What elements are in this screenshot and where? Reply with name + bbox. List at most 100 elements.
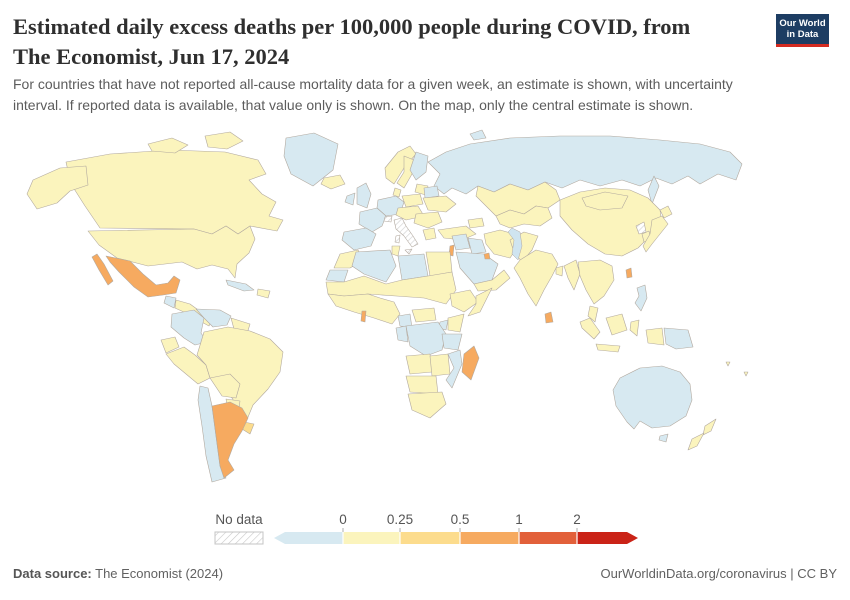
region-yemen_oman[interactable]: Yemen & Oman bbox=[473, 269, 511, 292]
region-ireland[interactable]: Ireland bbox=[344, 192, 356, 206]
region-mozambique[interactable]: Mozambique bbox=[445, 349, 463, 389]
region-switzerland[interactable]: Switzerland bbox=[383, 215, 393, 223]
region-libya[interactable]: Libya bbox=[397, 253, 429, 281]
region-western_sahara[interactable]: Western Sahara bbox=[325, 269, 349, 283]
region-canada[interactable]: Canada bbox=[65, 149, 284, 235]
region-ecuador[interactable]: Ecuador bbox=[160, 336, 180, 354]
region-namibia_botswana[interactable]: Namibia & Botswana bbox=[405, 375, 439, 395]
region-ukraine[interactable]: Ukraine bbox=[422, 195, 457, 213]
region-saudi_arabia[interactable]: Saudi Arabia bbox=[455, 251, 499, 285]
region-pacific[interactable]: Pacific islands bbox=[725, 361, 731, 367]
region-angola[interactable]: Angola bbox=[405, 353, 433, 375]
region-iraq[interactable]: Iraq bbox=[467, 237, 487, 255]
region-russia[interactable]: Russia bbox=[647, 175, 660, 205]
region-japan[interactable]: Japan bbox=[642, 215, 669, 253]
legend-no-data-swatch[interactable] bbox=[214, 531, 264, 545]
footer-link[interactable]: OurWorldinData.org/coronavirus | CC BY bbox=[600, 566, 837, 581]
legend-bin-l1[interactable]: 1–2 bbox=[519, 532, 577, 544]
region-togo[interactable]: Togo bbox=[360, 310, 367, 323]
region-taiwan[interactable]: Taiwan bbox=[625, 267, 633, 279]
region-indonesia[interactable]: Indonesia bbox=[595, 343, 621, 353]
region-tunisia[interactable]: Tunisia bbox=[391, 245, 401, 257]
region-west_africa[interactable]: West Africa bbox=[327, 293, 401, 325]
region-usa[interactable]: United States bbox=[87, 225, 256, 279]
region-greenland[interactable]: Greenland bbox=[283, 132, 339, 187]
region-argentina[interactable]: Argentina bbox=[211, 401, 249, 479]
region-caucasus[interactable]: Caucasus bbox=[467, 217, 485, 229]
region-denmark[interactable]: Denmark bbox=[392, 187, 402, 198]
region-greece[interactable]: Greece bbox=[422, 227, 437, 241]
region-algeria[interactable]: Algeria bbox=[351, 249, 397, 283]
region-kenya[interactable]: Kenya bbox=[447, 313, 465, 333]
region-philippines[interactable]: Philippines bbox=[634, 284, 648, 312]
region-poland[interactable]: Poland bbox=[401, 193, 424, 208]
region-canada[interactable]: Canada bbox=[147, 137, 189, 154]
region-bangladesh[interactable]: Bangladesh bbox=[555, 265, 564, 277]
legend-bin-l05[interactable]: 0.5–1 bbox=[460, 532, 519, 544]
region-mexico[interactable]: Mexico bbox=[91, 253, 114, 286]
region-venezuela[interactable]: Venezuela bbox=[195, 308, 232, 328]
region-guatemala[interactable]: Guatemala bbox=[163, 295, 177, 309]
region-madagascar[interactable]: Madagascar bbox=[461, 345, 480, 381]
region-kuwait[interactable]: Kuwait bbox=[483, 252, 491, 260]
region-new_zealand[interactable]: New Zealand bbox=[702, 418, 717, 436]
world-map-svg[interactable]: RussiaRussiaRussiaGreenlandCanadaCanadaC… bbox=[0, 128, 850, 506]
legend-bin-neg[interactable]: below 0 bbox=[274, 532, 343, 544]
region-mongolia[interactable]: Mongolia bbox=[581, 191, 629, 211]
region-canada[interactable]: Canada bbox=[204, 131, 244, 150]
region-se_asia[interactable]: Thailand, Laos, Vietnam & Cambodia bbox=[577, 259, 615, 305]
region-car[interactable]: Central African Republic bbox=[411, 307, 437, 323]
region-png[interactable]: Papua New Guinea bbox=[663, 327, 694, 350]
map-legend-svg[interactable]: No data below 00–0.250.25–0.50.5–11–22+ 0 0… bbox=[200, 508, 660, 556]
region-central_asia[interactable]: Central Asia bbox=[495, 205, 553, 229]
region-ethiopia[interactable]: Ethiopia bbox=[449, 289, 479, 313]
region-usa[interactable]: United States bbox=[26, 165, 89, 210]
region-indonesia[interactable]: Indonesia bbox=[645, 327, 665, 346]
region-indonesia[interactable]: Indonesia bbox=[579, 317, 601, 340]
region-chile[interactable]: Chile bbox=[197, 385, 227, 483]
region-iceland[interactable]: Iceland bbox=[320, 174, 346, 190]
region-new_zealand[interactable]: New Zealand bbox=[687, 432, 705, 451]
region-bolivia[interactable]: Bolivia bbox=[209, 373, 241, 399]
region-uk[interactable]: United Kingdom bbox=[356, 182, 372, 209]
region-sri_lanka[interactable]: Sri Lanka bbox=[544, 311, 554, 324]
region-malaysia[interactable]: Malaysia bbox=[587, 305, 599, 323]
region-france[interactable]: France bbox=[358, 207, 387, 233]
legend-bin-l0[interactable]: 0–0.25 bbox=[343, 532, 400, 544]
region-tanzania[interactable]: Tanzania bbox=[441, 333, 463, 351]
region-italy[interactable]: Italy bbox=[393, 217, 419, 248]
region-belarus[interactable]: Belarus bbox=[423, 185, 440, 199]
region-australia[interactable]: Australia bbox=[658, 433, 669, 443]
region-italy[interactable]: Italy bbox=[394, 234, 401, 244]
map-legend[interactable]: No data below 00–0.250.25–0.50.5–11–22+ 0 0… bbox=[200, 508, 660, 556]
legend-bin-l2[interactable]: 2+ bbox=[577, 532, 638, 544]
region-mexico[interactable]: Mexico bbox=[105, 255, 181, 298]
region-myanmar[interactable]: Myanmar bbox=[563, 259, 581, 291]
region-australia[interactable]: Australia bbox=[612, 365, 693, 430]
region-hispaniola[interactable]: Hispaniola bbox=[256, 288, 271, 299]
lake bbox=[507, 227, 523, 261]
region-russia[interactable]: Russia bbox=[469, 129, 487, 141]
chart-title: Estimated daily excess deaths per 100,00… bbox=[13, 12, 690, 71]
region-south_africa[interactable]: South Africa bbox=[407, 391, 447, 419]
region-indonesia[interactable]: Indonesia bbox=[605, 313, 628, 336]
region-japan[interactable]: Japan bbox=[659, 205, 673, 219]
region-balkans[interactable]: Romania & Balkans bbox=[413, 211, 443, 229]
region-pacific[interactable]: Pacific islands bbox=[743, 371, 749, 377]
owid-logo[interactable]: Our World in Data bbox=[776, 14, 829, 47]
region-iberia[interactable]: Spain & Portugal bbox=[341, 227, 377, 251]
region-zambia_zimbabwe[interactable]: Zambia & Zimbabwe bbox=[429, 353, 451, 377]
region-cuba[interactable]: Cuba bbox=[225, 279, 255, 292]
region-russia[interactable]: Russia bbox=[427, 135, 743, 195]
legend-bin-l025[interactable]: 0.25–0.5 bbox=[400, 532, 460, 544]
world-map[interactable]: RussiaRussiaRussiaGreenlandCanadaCanadaC… bbox=[0, 128, 850, 506]
region-somalia[interactable]: Somalia bbox=[467, 287, 493, 317]
region-syria_jordan[interactable]: Syria & Jordan bbox=[451, 233, 471, 251]
region-italy[interactable]: Italy bbox=[404, 248, 413, 255]
region-finland[interactable]: Finland bbox=[409, 151, 429, 181]
region-gabon_congo[interactable]: Gabon & Congo bbox=[395, 325, 409, 343]
region-drc[interactable]: Democratic Republic of Congo bbox=[405, 321, 447, 357]
region-indonesia[interactable]: Indonesia bbox=[629, 319, 640, 337]
owid-logo-line1: Our World bbox=[779, 18, 826, 29]
region-india[interactable]: India bbox=[513, 249, 559, 307]
